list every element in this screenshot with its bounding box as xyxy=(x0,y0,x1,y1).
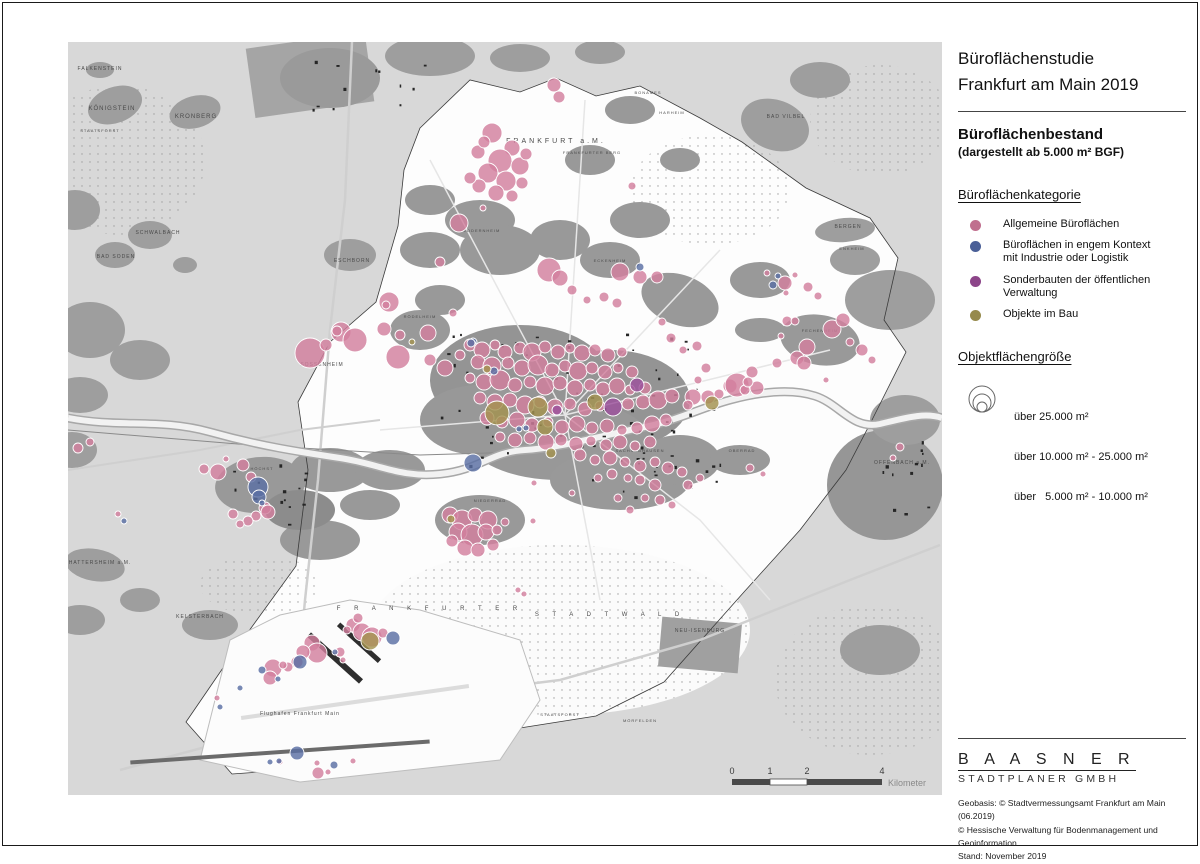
size-lines: über 25.000 m² über 10.000 m² - 25.000 m… xyxy=(1014,384,1148,531)
svg-text:ESCHBORN: ESCHBORN xyxy=(334,258,370,264)
svg-text:BERGEN: BERGEN xyxy=(834,224,861,230)
map-title: Büroflächenstudie Frankfurt am Main 2019 xyxy=(958,46,1186,97)
svg-text:S T A D T W A L D: S T A D T W A L D xyxy=(535,612,685,618)
category-dot-pink xyxy=(970,220,981,231)
baasner-logo: B A A S N E R STADTPLANER GMBH xyxy=(958,751,1186,785)
svg-text:KÖNIGSTEIN: KÖNIGSTEIN xyxy=(88,105,135,112)
logo-line-1: B A A S N E R xyxy=(958,751,1136,771)
svg-text:NEU-ISENBURG: NEU-ISENBURG xyxy=(675,628,725,634)
airport xyxy=(130,599,541,783)
svg-text:Flughafen Frankfurt Main: Flughafen Frankfurt Main xyxy=(260,711,340,717)
category-dot-blue xyxy=(970,241,981,253)
svg-text:SACHSENHAUSEN: SACHSENHAUSEN xyxy=(615,448,664,453)
svg-text:BAD VILBEL: BAD VILBEL xyxy=(767,114,806,120)
svg-text:F R A N K F U R T E R: F R A N K F U R T E R xyxy=(337,606,523,612)
svg-text:OFFENBACH a.M.: OFFENBACH a.M. xyxy=(874,460,930,466)
svg-text:NIEDERRAD: NIEDERRAD xyxy=(474,498,507,503)
svg-text:FRANKFURTER BERG: FRANKFURTER BERG xyxy=(563,150,621,155)
city-boundary-line xyxy=(185,77,907,775)
svg-text:Kilometer: Kilometer xyxy=(888,778,926,788)
subtitle-bold: Büroflächenbestand xyxy=(958,126,1104,143)
svg-text:KRONBERG: KRONBERG xyxy=(175,114,217,120)
category-dot-olive xyxy=(970,309,981,321)
svg-text:1: 1 xyxy=(767,766,772,776)
svg-text:HÖCHST: HÖCHST xyxy=(251,466,274,471)
legend-item-label: Objekte im Bau xyxy=(1003,307,1079,320)
svg-text:RÖDELHEIM: RÖDELHEIM xyxy=(404,314,437,319)
size-line-2: über 10.000 m² - 25.000 m² xyxy=(1014,451,1148,464)
legend-item-sonderbauten: Sonderbauten der öffentlichen Verwaltung xyxy=(958,274,1186,300)
map-credits: Geobasis: © Stadtvermessungsamt Frankfur… xyxy=(958,797,1186,864)
legend-item-label: Allgemeine Büroflächen xyxy=(1003,218,1120,230)
credit-line-3: Stand: November 2019 xyxy=(958,851,1047,862)
subtitle-note: (dargestellt ab 5.000 m² BGF) xyxy=(958,145,1125,159)
legend-panel: Büroflächenstudie Frankfurt am Main 2019… xyxy=(958,46,1186,861)
title-line-2: Frankfurt am Main 2019 xyxy=(958,74,1139,94)
size-line-1: über 25.000 m² xyxy=(1014,410,1089,423)
svg-text:SOSSENHEIM: SOSSENHEIM xyxy=(300,362,343,368)
scale-bar: 0 1 2 4 Kilometer xyxy=(729,766,926,788)
legend-item-industrie: Büroflächen in engem Kontext mit Industr… xyxy=(958,239,1186,265)
svg-text:4: 4 xyxy=(879,766,884,776)
office-bubbles xyxy=(72,77,905,780)
svg-text:STAATSFORST: STAATSFORST xyxy=(80,128,120,133)
svg-text:SCHWALBACH: SCHWALBACH xyxy=(135,230,180,236)
svg-text:2: 2 xyxy=(804,766,809,776)
svg-text:KELSTERBACH: KELSTERBACH xyxy=(176,614,224,620)
legend-item-bau: Objekte im Bau xyxy=(958,308,1186,321)
category-legend: Allgemeine Büroflächen Büroflächen in en… xyxy=(958,218,1186,321)
svg-text:BONAMES: BONAMES xyxy=(634,90,661,95)
credit-line-1: Geobasis: © Stadtvermessungsamt Frankfur… xyxy=(958,798,1166,822)
size-legend: über 25.000 m² über 10.000 m² - 25.000 m… xyxy=(958,382,1186,531)
category-dot-purple xyxy=(970,275,981,287)
legend-item-label: Büroflächen in engem Kontext mit Industr… xyxy=(1003,239,1151,265)
subtitle-block: Büroflächenbestand (dargestellt ab 5.000… xyxy=(958,126,1186,159)
svg-text:ECKENHEIM: ECKENHEIM xyxy=(594,258,627,263)
credit-line-2: © Hessische Verwaltung für Bodenmanageme… xyxy=(958,824,1158,848)
svg-text:0: 0 xyxy=(729,766,734,776)
size-header: Objektflächengröße xyxy=(958,349,1072,365)
title-line-1: Büroflächenstudie xyxy=(958,49,1095,68)
svg-text:OBERRAD: OBERRAD xyxy=(729,448,756,453)
divider-bottom xyxy=(958,738,1186,739)
category-header: Büroflächenkategorie xyxy=(958,187,1081,202)
legend-item-allgemein: Allgemeine Büroflächen xyxy=(958,218,1186,231)
size-line-3: über 5.000 m² - 10.000 m² xyxy=(1014,491,1148,504)
divider-top xyxy=(958,111,1186,112)
svg-text:ENKHEIM: ENKHEIM xyxy=(839,246,864,251)
svg-text:STAATSFORST: STAATSFORST xyxy=(540,712,580,717)
nested-circles-icon xyxy=(968,385,996,413)
svg-text:FECHENHEIM: FECHENHEIM xyxy=(802,328,838,333)
map-place-labels: FALKENSTEIN KÖNIGSTEIN KRONBERG STAATSFORST… xyxy=(69,66,930,723)
svg-text:FALKENSTEIN: FALKENSTEIN xyxy=(78,66,123,72)
svg-text:BAD SODEN: BAD SODEN xyxy=(97,254,135,260)
map-canvas: FALKENSTEIN KÖNIGSTEIN KRONBERG STAATSFORST… xyxy=(68,42,942,795)
legend-item-label: Sonderbauten der öffentlichen Verwaltung xyxy=(1003,273,1151,299)
panel-footer: B A A S N E R STADTPLANER GMBH Geobasis:… xyxy=(958,724,1186,864)
svg-text:HATTERSHEIM a.M.: HATTERSHEIM a.M. xyxy=(69,560,132,566)
svg-text:MÖRFELDEN: MÖRFELDEN xyxy=(623,718,657,723)
city-map: FALKENSTEIN KÖNIGSTEIN KRONBERG STAATSFORST… xyxy=(68,42,942,795)
svg-text:HARHEIM: HARHEIM xyxy=(659,110,684,115)
svg-text:FRANKFURT a.M.: FRANKFURT a.M. xyxy=(506,138,606,145)
svg-text:HEDDERNHEIM: HEDDERNHEIM xyxy=(460,228,501,233)
logo-line-2: STADTPLANER GMBH xyxy=(958,773,1120,785)
